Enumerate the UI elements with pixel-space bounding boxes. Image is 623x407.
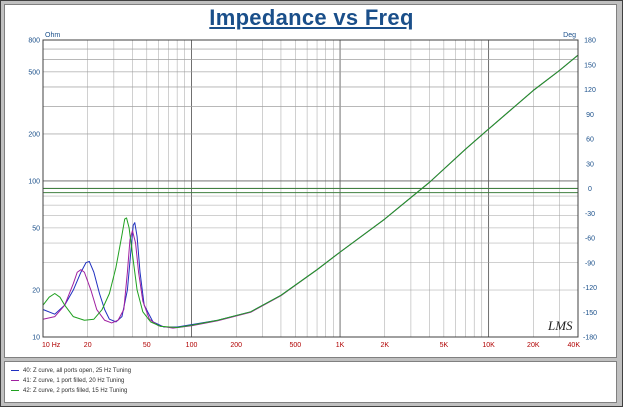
legend-label: 42: Z curve, 2 ports filled, 15 Hz Tunin… (23, 388, 128, 394)
legend-label: 41: Z curve, 1 port filled, 20 Hz Tuning (23, 378, 125, 384)
y-tick-label: 20 (32, 288, 40, 295)
y2-tick-label: -90 (585, 260, 595, 267)
watermark-text: LMS (547, 318, 573, 333)
y2-tick-label: 180 (584, 38, 596, 45)
y2-tick-label: 120 (584, 87, 596, 94)
y2-tick-label: -120 (583, 285, 597, 292)
impedance-chart: 10 Hz 20 50 100 200 500 1K 2K 5K 10K 20K 40K 10 20 50 1… (28, 32, 597, 350)
reference-lines (43, 188, 578, 194)
plot-border (42, 39, 579, 338)
x-tick-label: 20 (84, 342, 92, 349)
series-line-3 (42, 54, 579, 329)
legend-item: 41: Z curve, 1 port filled, 20 Hz Tuning (11, 376, 124, 387)
x-tick-label: 40K (568, 342, 581, 349)
legend-panel: 40: Z curve, all ports open, 25 Hz Tunin… (4, 361, 617, 403)
x-tick-label: 10 Hz (42, 342, 61, 349)
tick-labels: 10 Hz 20 50 100 200 500 1K 2K 5K 10K 20K 40K 10 20 50 1… (28, 38, 597, 350)
y-tick-label: 800 (28, 38, 40, 45)
x-tick-label: 50 (143, 342, 151, 349)
legend-item: 42: Z curve, 2 ports filled, 15 Hz Tunin… (11, 386, 127, 397)
y-tick-label: 100 (28, 178, 40, 185)
y2-axis-label: Deg (563, 32, 576, 39)
y-tick-label: 50 (32, 225, 40, 232)
x-tick-label: 100 (186, 342, 198, 349)
legend-swatch (11, 389, 19, 391)
legend-swatch (11, 369, 19, 371)
chart-title: Impedance vs Freq (209, 5, 414, 30)
x-tick-label: 1K (336, 342, 345, 349)
y-tick-label: 10 (32, 335, 40, 342)
x-tick-label: 20K (527, 342, 540, 349)
x-tick-label: 2K (380, 342, 389, 349)
y2-tick-label: -180 (583, 335, 597, 342)
series-group (42, 54, 579, 329)
legend-item: 40: Z curve, all ports open, 25 Hz Tunin… (11, 366, 131, 377)
y2-tick-label: 60 (586, 137, 594, 144)
x-tick-label: 5K (440, 342, 449, 349)
y2-tick-label: -30 (585, 211, 595, 218)
y2-tick-label: 150 (584, 62, 596, 69)
y2-tick-label: -60 (585, 236, 595, 243)
legend-label: 40: Z curve, all ports open, 25 Hz Tunin… (23, 368, 132, 374)
legend-swatch (11, 379, 19, 381)
y2-tick-label: -150 (583, 310, 597, 317)
y2-tick-label: 0 (588, 186, 592, 193)
x-tick-label: 500 (289, 342, 301, 349)
y-axis-label: Ohm (45, 32, 60, 39)
y2-tick-label: 90 (586, 112, 594, 119)
x-tick-label: 10K (482, 342, 495, 349)
y2-tick-label: 30 (586, 161, 594, 168)
x-tick-label: 200 (230, 342, 242, 349)
y-tick-label: 500 (28, 69, 40, 76)
y-tick-label: 200 (28, 131, 40, 138)
